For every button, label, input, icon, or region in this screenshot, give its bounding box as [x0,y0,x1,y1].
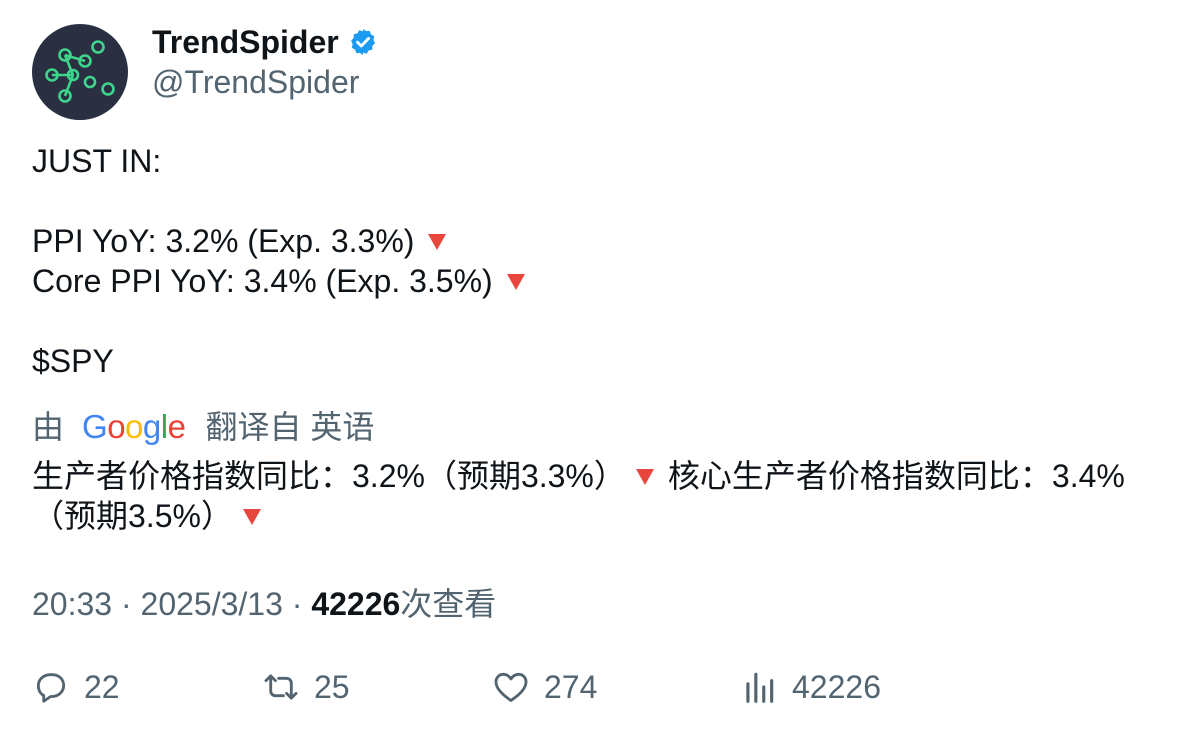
views-label: 次查看 [400,586,497,622]
trendspider-logo-icon [45,40,115,103]
retweet-count: 25 [314,668,350,705]
reply-count: 22 [84,668,120,705]
avatar[interactable] [32,24,128,120]
retweet-button[interactable]: 25 [262,668,350,706]
ppi-text: PPI YoY: 3.2% (Exp. 3.3%) [32,223,415,259]
translation-attribution: 由 Google 翻译自 英语 [32,406,374,448]
reply-icon [36,673,66,703]
like-button[interactable]: 274 [492,668,597,706]
red-down-triangle-icon [635,468,654,485]
google-logo[interactable]: Google [82,408,186,445]
tweet-line-ppi: PPI YoY: 3.2% (Exp. 3.3%) [32,221,447,261]
cashtag-spy[interactable]: $SPY [32,343,114,379]
tweet-time[interactable]: 20:33 [32,586,113,622]
translation-prefix: 由 [32,409,65,445]
views-action-count: 42226 [792,668,881,705]
meta-separator: · [282,586,312,622]
author-handle[interactable]: @TrendSpider [152,64,360,100]
author-name-text[interactable]: TrendSpider [152,24,339,60]
translated-part-2: 核心生产者价格指数同比：3.4%（预期3.5%） [32,458,1125,534]
author-name[interactable]: TrendSpider [152,22,378,62]
red-down-triangle-icon [428,233,447,250]
tweet-meta: 20:33 · 2025/3/13 · 42226次查看 [32,584,496,624]
meta-separator: · [112,586,141,622]
views-count: 42226 [311,586,401,622]
red-down-triangle-icon [506,273,525,290]
verified-badge-icon [350,28,375,56]
action-bar: 22 25 274 42226 [0,668,1196,716]
translation-suffix: 翻译自 英语 [205,409,375,445]
heart-icon [494,672,528,702]
translated-text: 生产者价格指数同比：3.2%（预期3.3%） 核心生产者价格指数同比：3.4%（预… [32,456,1172,536]
core-ppi-text: Core PPI YoY: 3.4% (Exp. 3.5%) [32,263,493,299]
like-count: 274 [544,668,598,705]
tweet-line-just-in: JUST IN: [32,143,162,179]
reply-button[interactable]: 22 [32,668,120,706]
tweet-line-core-ppi: Core PPI YoY: 3.4% (Exp. 3.5%) [32,261,525,301]
tweet-date[interactable]: 2025/3/13 [140,586,283,622]
translated-part-1: 生产者价格指数同比：3.2%（预期3.3%） [32,458,626,494]
views-chart-icon [746,672,774,703]
retweet-icon [264,674,298,700]
views-button[interactable]: 42226 [740,668,881,706]
red-down-triangle-icon [242,508,261,525]
